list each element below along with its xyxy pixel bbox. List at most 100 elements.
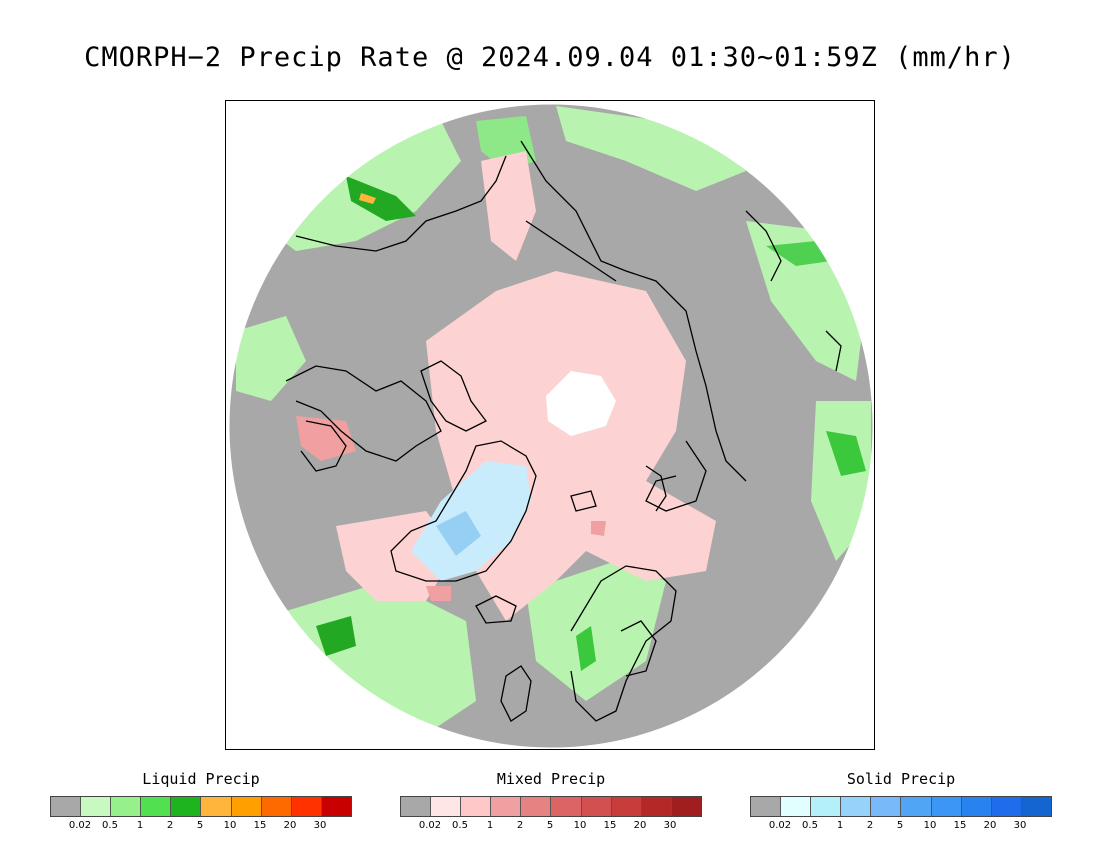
legend-mixed-ticks: 0.02 0.5 1 2 5 10 15 20 30	[400, 820, 702, 834]
liquid-region-scandinavia	[526, 561, 666, 701]
legend-swatch	[961, 797, 992, 816]
legend-swatch	[841, 797, 872, 816]
iceland-coast	[475, 595, 517, 624]
legend-tick-label: 1	[836, 820, 844, 831]
legend-swatch	[261, 797, 292, 816]
legend-solid-colorbar	[750, 796, 1052, 817]
legend-tick-label: 15	[253, 820, 267, 831]
legend-liquid-ticks: 0.02 0.5 1 2 5 10 15 20 30	[50, 820, 352, 834]
solid-region-greenland-mid	[436, 511, 481, 556]
polar-map-svg	[228, 103, 874, 749]
legend-swatch	[171, 797, 202, 816]
legend-swatch	[431, 797, 462, 816]
legend-solid-ticks: 0.02 0.5 1 2 5 10 15 20 30	[750, 820, 1052, 834]
legend-swatch	[671, 797, 701, 816]
japan-coast	[825, 330, 842, 372]
russia-north-coast	[645, 440, 707, 512]
svalbard-coast	[570, 490, 597, 512]
legend-solid: Solid Precip 0.02 0.5 1 2 5 10 15 20 30	[750, 770, 1052, 834]
hudson-bay-coast	[300, 420, 347, 472]
legend-mixed: Mixed Precip 0.02 0.5 1 2 5 10 15 20 30	[400, 770, 702, 834]
legend-tick-label: 10	[923, 820, 937, 831]
mixed-region-hudson	[296, 416, 356, 461]
legend-swatch	[461, 797, 492, 816]
legend-swatch	[321, 797, 351, 816]
legend-solid-title: Solid Precip	[846, 770, 956, 788]
legend-tick-label: 1	[486, 820, 494, 831]
legend-liquid-colorbar	[50, 796, 352, 817]
legend-swatch	[811, 797, 842, 816]
east-siberia-coast	[525, 220, 617, 282]
legend-swatch	[201, 797, 232, 816]
legend-tick-label: 0.5	[802, 820, 818, 831]
legend-swatch	[751, 797, 782, 816]
scandinavia-coast	[570, 565, 677, 722]
legend-tick-label: 2	[166, 820, 174, 831]
legend-tick-label: 0.02	[418, 820, 442, 831]
legend-swatch	[1021, 797, 1051, 816]
alaska-coast	[295, 155, 507, 252]
legend-tick-label: 30	[663, 820, 677, 831]
precip-map	[225, 100, 875, 750]
legend-tick-label: 2	[866, 820, 874, 831]
legend-tick-label: 20	[283, 820, 297, 831]
legend-liquid-title: Liquid Precip	[142, 770, 260, 788]
legend-tick-label: 1	[136, 820, 144, 831]
liquid-region-atlantic-heavy	[316, 616, 356, 656]
legend-swatch	[291, 797, 322, 816]
legend-swatch	[901, 797, 932, 816]
legend-tick-label: 20	[983, 820, 997, 831]
legend-tick-label: 5	[196, 820, 204, 831]
liquid-region-east-heavy	[766, 241, 831, 266]
canada-arctic-coast	[285, 365, 442, 462]
legend-tick-label: 10	[223, 820, 237, 831]
baltic-coast	[620, 620, 657, 677]
liquid-region-pacific-heavy	[346, 176, 416, 221]
legend-swatch	[581, 797, 612, 816]
kamchatka-coast	[745, 210, 782, 282]
liquid-region-siberia	[556, 106, 746, 191]
legend-swatch	[51, 797, 82, 816]
uk-coast	[500, 665, 532, 722]
legend-swatch	[611, 797, 642, 816]
greenland-coast	[390, 440, 537, 582]
legend-swatch	[491, 797, 522, 816]
liquid-region-norway-heavy	[576, 626, 596, 671]
legend-mixed-title: Mixed Precip	[496, 770, 606, 788]
legend-tick-label: 20	[633, 820, 647, 831]
legend-tick-label: 0.02	[68, 820, 92, 831]
legend-tick-label: 2	[516, 820, 524, 831]
legend-tick-label: 15	[953, 820, 967, 831]
legend-swatch	[991, 797, 1022, 816]
legend-tick-label: 5	[896, 820, 904, 831]
chart-title: CMORPH−2 Precip Rate @ 2024.09.04 01:30~…	[84, 42, 1016, 73]
legend-tick-label: 0.02	[768, 820, 792, 831]
legend-tick-label: 0.5	[102, 820, 118, 831]
legend-swatch	[401, 797, 432, 816]
liquid-region-pacific-orange	[359, 193, 376, 204]
legend-tick-label: 30	[1013, 820, 1027, 831]
legend-swatch	[111, 797, 142, 816]
mixed-region-kara	[591, 521, 606, 536]
legend-liquid: Liquid Precip 0.02 0.5 1 2 5 10 15 20 30	[50, 770, 352, 834]
mixed-region-greenland-south	[426, 586, 451, 601]
legend-swatch	[81, 797, 112, 816]
polar-gap	[546, 371, 616, 436]
legend-swatch	[141, 797, 172, 816]
canada-islands-coast	[420, 360, 487, 432]
legend-swatch	[931, 797, 962, 816]
map-disk-edge	[228, 103, 874, 749]
legend-tick-label: 30	[313, 820, 327, 831]
legend-swatch	[781, 797, 812, 816]
coastlines	[285, 140, 842, 722]
legend-swatch	[521, 797, 552, 816]
siberia-coast	[520, 140, 747, 482]
legend-tick-label: 0.5	[452, 820, 468, 831]
legend-tick-label: 10	[573, 820, 587, 831]
novaya-zemlya-coast	[645, 465, 667, 512]
legend-swatch	[871, 797, 902, 816]
mixed-region-bering	[481, 151, 536, 261]
legend-swatch	[641, 797, 672, 816]
legend-swatch	[231, 797, 262, 816]
legend-swatch	[551, 797, 582, 816]
